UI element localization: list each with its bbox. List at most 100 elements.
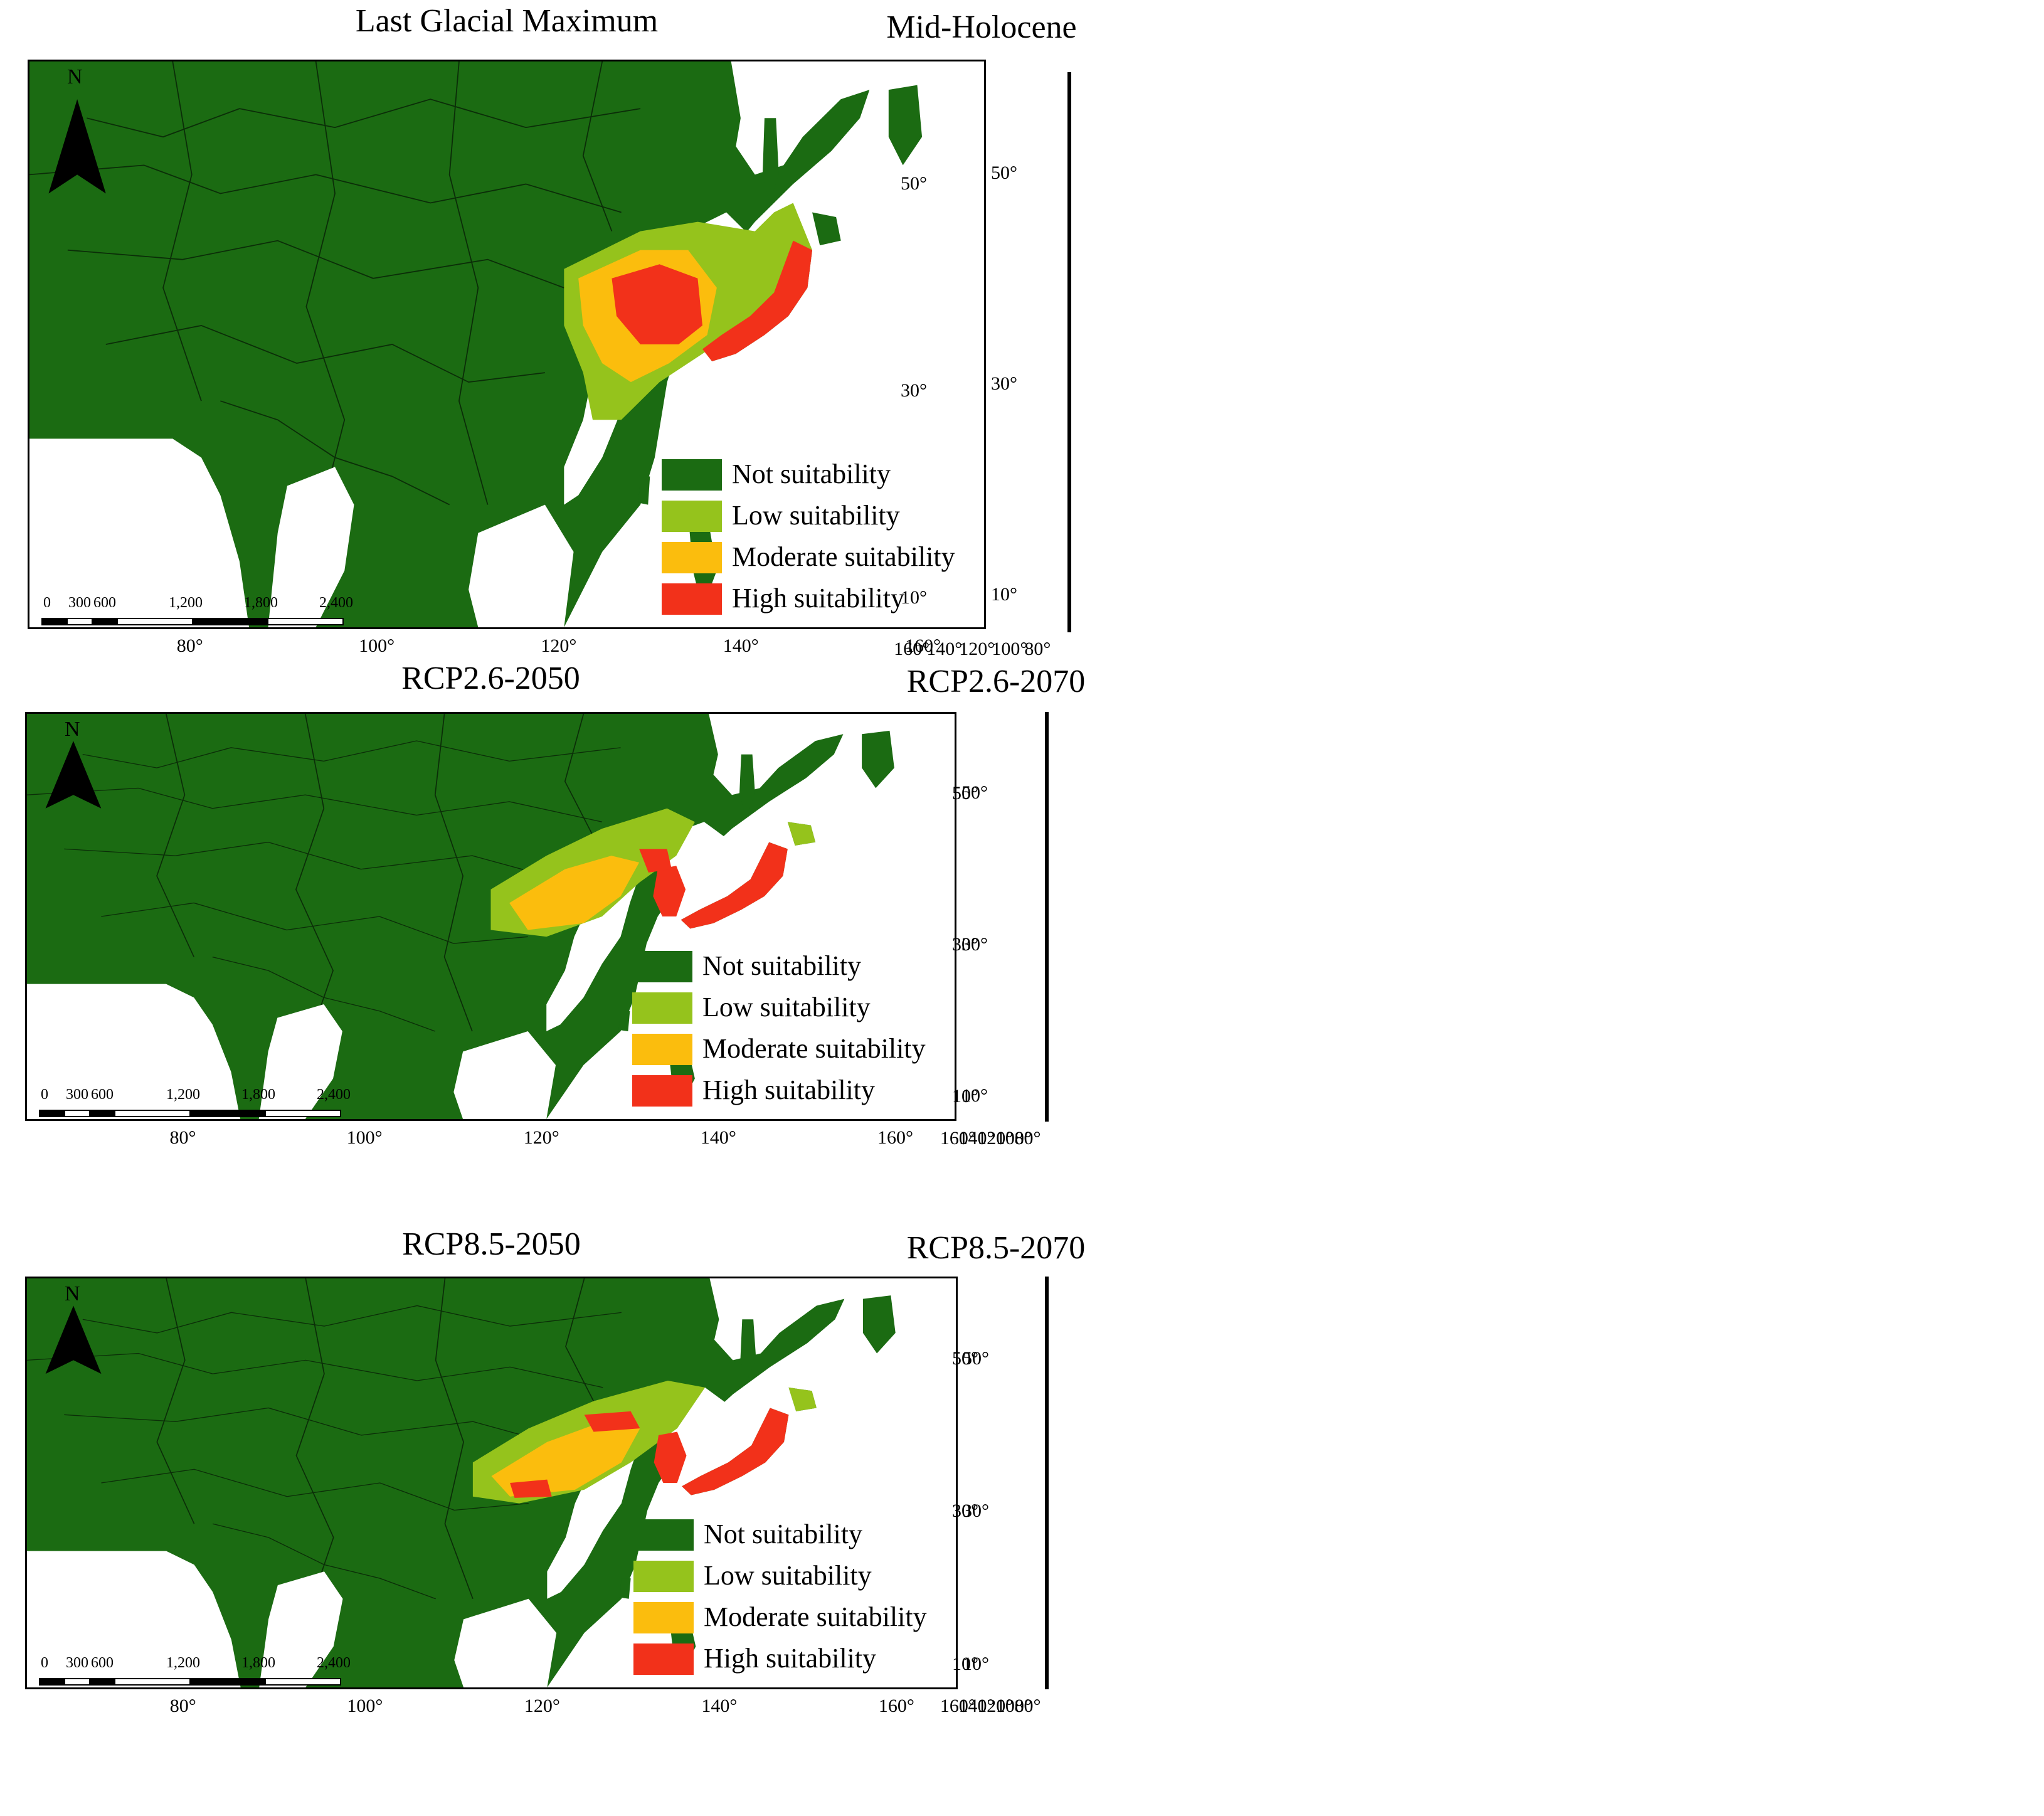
latitude-label: 50° bbox=[961, 782, 988, 804]
zone-high-suitability bbox=[680, 842, 788, 929]
zone-high-suitability bbox=[639, 849, 672, 873]
latitude-label: 50° bbox=[952, 1347, 978, 1369]
scale-bar-label: 2,400 bbox=[317, 1086, 351, 1103]
zone-high-suitability bbox=[653, 866, 686, 916]
latitude-label: 30° bbox=[952, 1500, 978, 1522]
island-land bbox=[638, 476, 650, 505]
legend-swatch-not bbox=[633, 1519, 694, 1551]
latitude-label: 10° bbox=[991, 583, 1017, 605]
longitude-label: 140° bbox=[958, 1696, 995, 1716]
panel-title: Last Glacial Maximum bbox=[355, 3, 659, 39]
scale-bar-label: 1,800 bbox=[241, 1655, 275, 1671]
latitude-label: 10° bbox=[963, 1653, 989, 1674]
legend-swatch-high bbox=[633, 1643, 694, 1675]
scale-bar-label: 300 bbox=[66, 1655, 88, 1671]
legend: Not suitability Low suitability Moderate s… bbox=[633, 1517, 947, 1682]
longitude-label: 120° bbox=[524, 1696, 560, 1716]
panel-title: RCP2.6-2050 bbox=[401, 661, 580, 696]
sea-area bbox=[258, 1004, 342, 1119]
panel-title: RCP8.5-2070 bbox=[906, 1230, 1086, 1266]
longitude-label: 100° bbox=[995, 1696, 1032, 1716]
legend-swatch-moderate bbox=[633, 1602, 694, 1633]
scale-bar bbox=[39, 1110, 341, 1117]
land-not-suitable bbox=[1069, 74, 1071, 630]
longitude-label: 120° bbox=[959, 639, 995, 659]
suitability-map bbox=[27, 1278, 956, 1687]
longitude-label: 80° bbox=[1024, 639, 1051, 659]
zone-low-suitability bbox=[788, 1387, 817, 1411]
legend-swatch-moderate bbox=[662, 542, 722, 573]
admin-borders bbox=[1047, 714, 1049, 1032]
panel-title: RCP8.5-2050 bbox=[402, 1226, 581, 1262]
scale-bar-label: 1,800 bbox=[244, 595, 278, 611]
island-land bbox=[862, 730, 894, 789]
scale-bar-label: 2,400 bbox=[317, 1655, 351, 1671]
legend-label-not: Not suitability bbox=[732, 459, 891, 489]
scale-bar-label: 300 bbox=[66, 1086, 88, 1103]
legend-swatch-low bbox=[633, 1561, 694, 1592]
latitude-label: 50° bbox=[991, 162, 1017, 183]
longitude-label: 100° bbox=[995, 1128, 1032, 1149]
sea-area bbox=[546, 862, 640, 1032]
island-land bbox=[739, 754, 756, 815]
island-land bbox=[618, 1011, 630, 1032]
zone-low-suitability bbox=[787, 822, 816, 846]
longitude-label: 120° bbox=[541, 635, 577, 656]
sea-area bbox=[1047, 1551, 1049, 1687]
suitability-map bbox=[1047, 1278, 1049, 1687]
sea-area bbox=[27, 1551, 241, 1687]
longitude-label: 140° bbox=[723, 635, 759, 656]
latitude-label: 30° bbox=[991, 373, 1017, 394]
scale-bar-label: 1,200 bbox=[169, 595, 203, 611]
north-label: N bbox=[67, 65, 83, 88]
longitude-label: 160° bbox=[878, 1696, 914, 1716]
longitude-label: 80° bbox=[169, 1696, 196, 1716]
legend-label-not: Not suitability bbox=[702, 950, 861, 981]
sea-area bbox=[454, 1598, 557, 1687]
legend: Not suitability Low suitability Moderate s… bbox=[632, 948, 946, 1114]
legend-swatch-high bbox=[632, 1075, 692, 1107]
legend-label-low: Low suitability bbox=[704, 1560, 872, 1591]
scale-bar-label: 600 bbox=[91, 1086, 114, 1103]
latitude-label: 30° bbox=[963, 1500, 989, 1522]
longitude-label: 160° bbox=[877, 1127, 914, 1148]
longitude-label: 100° bbox=[347, 1696, 383, 1716]
longitude-label: 80° bbox=[1014, 1696, 1041, 1716]
latitude-label: 10° bbox=[901, 587, 927, 608]
longitude-label: 100° bbox=[359, 635, 395, 656]
scale-bar-label: 0 bbox=[41, 1086, 48, 1103]
suitability-map bbox=[1069, 74, 1071, 630]
sea-area bbox=[1069, 445, 1071, 630]
scale-bar-label: 0 bbox=[43, 595, 51, 611]
scale-bar bbox=[39, 1678, 341, 1686]
island-land bbox=[619, 1578, 631, 1599]
admin-borders bbox=[27, 1278, 622, 1600]
legend-swatch-low bbox=[662, 501, 722, 532]
longitude-label: 140° bbox=[926, 639, 963, 659]
sea-area bbox=[27, 984, 241, 1119]
longitude-label: 160° bbox=[940, 1696, 976, 1716]
zone-high-suitability bbox=[702, 240, 813, 362]
sea-area bbox=[1047, 984, 1049, 1120]
legend-label-moderate: Moderate suitability bbox=[702, 1033, 926, 1064]
longitude-label: 80° bbox=[176, 635, 203, 656]
scale-bar-label: 1,200 bbox=[166, 1086, 200, 1103]
legend-swatch-not bbox=[662, 459, 722, 491]
longitude-label: 120° bbox=[523, 1127, 559, 1148]
legend-swatch-high bbox=[662, 583, 722, 615]
north-arrow-icon bbox=[45, 741, 102, 809]
north-label: N bbox=[65, 1282, 80, 1305]
north-arrow-icon bbox=[45, 1305, 102, 1374]
zone-high-suitability bbox=[510, 1479, 552, 1498]
admin-borders bbox=[29, 61, 641, 506]
admin-borders bbox=[1047, 1278, 1049, 1599]
longitude-label: 140° bbox=[700, 1127, 736, 1148]
sea-area bbox=[547, 1428, 640, 1599]
legend-label-not: Not suitability bbox=[704, 1519, 862, 1549]
island-land bbox=[762, 118, 779, 203]
latitude-label: 30° bbox=[952, 934, 978, 955]
